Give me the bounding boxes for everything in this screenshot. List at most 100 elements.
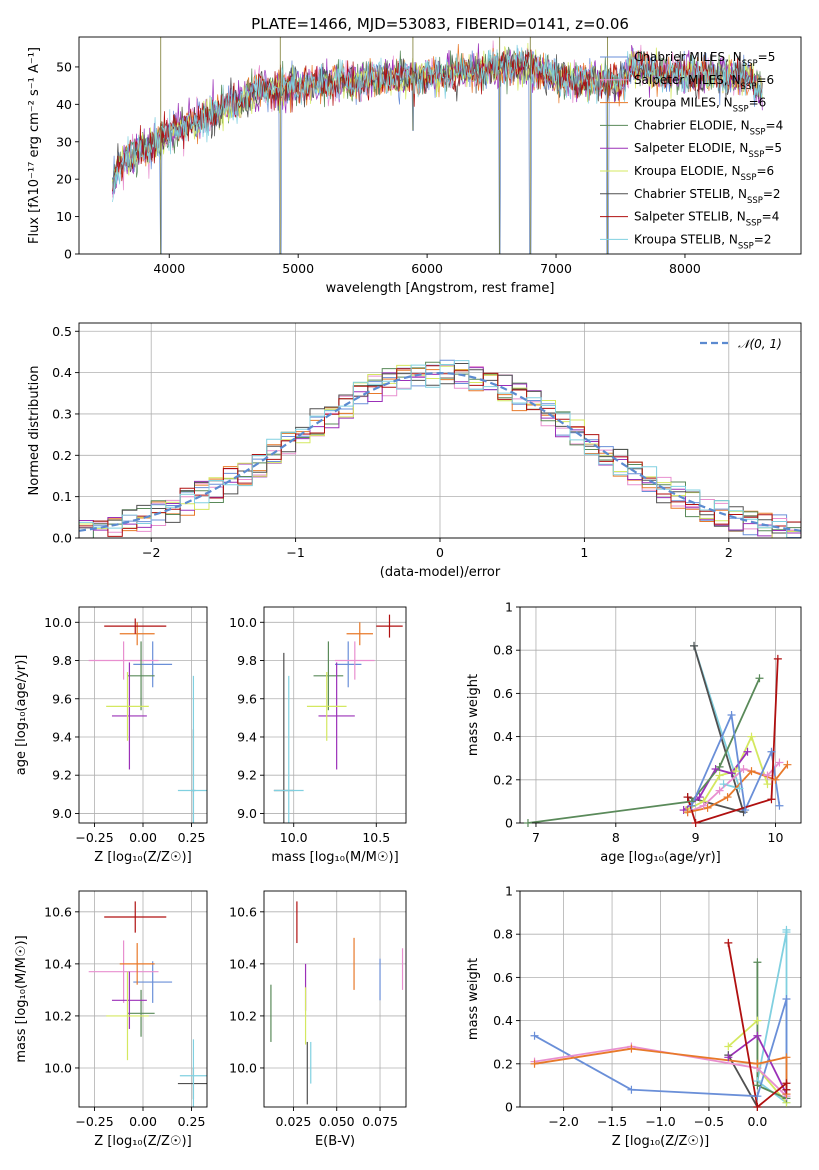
x-axis-label: E(B-V) (315, 1134, 355, 1149)
y-tick-label: 9.2 (52, 768, 72, 783)
weight-marker (523, 819, 532, 827)
y-tick-label: 10.0 (44, 615, 72, 630)
axes-frame (78, 606, 208, 824)
x-tick-label: 0.00 (129, 1114, 157, 1129)
weight-marker (753, 1092, 762, 1101)
x-tick-label: −1.0 (645, 1114, 675, 1129)
ebv-mass-panel: 0.025 0.050 0.075 10.0 10.2 10.4 10.6 E(B-V) (229, 890, 407, 1149)
plot-area (79, 359, 801, 538)
x-tick-label: 0.00 (129, 830, 157, 845)
axes-frame (263, 606, 407, 824)
weight-marker (767, 795, 776, 804)
weight-marker (753, 1059, 762, 1068)
plot-area (270, 901, 404, 1105)
grid-lines (264, 607, 406, 823)
weight-line (527, 677, 761, 823)
weight-z-panel: −2.0 −1.5 −1.0 −0.5 0.0 0 0.2 0.4 0.6 0.8 1 Z [log₁… (466, 884, 802, 1149)
grid-lines (79, 607, 207, 823)
y-tick-label: 10.2 (44, 1008, 72, 1023)
x-tick-label: −0.25 (75, 1114, 113, 1129)
residual-legend: 𝒩(0, 1) (700, 337, 782, 351)
x-tick-label: 10 (768, 830, 784, 845)
weight-marker (753, 958, 762, 967)
y-tick-label: 50 (56, 59, 72, 74)
weight-marker (747, 767, 756, 776)
x-axis-label: Z [log₁₀(Z/Z☉)] (94, 1134, 191, 1149)
y-tick-label: 1 (505, 884, 513, 899)
y-axis-label: Normed distribution (27, 366, 42, 496)
y-tick-label: 0 (505, 816, 513, 831)
weight-marker (782, 1085, 791, 1094)
weight-marker (530, 1059, 539, 1068)
y-tick-label: 10.4 (229, 956, 257, 971)
x-tick-label: −1 (286, 545, 304, 560)
x-tick-label: −0.25 (75, 830, 113, 845)
weight-marker (753, 1081, 762, 1090)
y-axis-label: Flux [fλ10⁻¹⁷ erg cm⁻² s⁻¹ A⁻¹] (27, 47, 42, 244)
y-tick-label: 0.8 (493, 927, 513, 942)
weight-marker (771, 775, 780, 784)
x-tick-label: −2.0 (548, 1114, 578, 1129)
weight-marker (724, 1053, 733, 1062)
y-tick-label: 10.2 (229, 1008, 257, 1023)
y-tick-label: 10.0 (44, 1060, 72, 1075)
x-tick-label: 2 (725, 545, 733, 560)
weight-line (534, 1045, 788, 1097)
y-tick-label: 9.2 (237, 768, 257, 783)
y-tick-label: 0.6 (493, 686, 513, 701)
weight-marker (741, 806, 750, 815)
figure-title: PLATE=1466, MJD=53083, FIBERID=0141, z=0… (251, 15, 629, 33)
x-tick-label: 6000 (411, 261, 443, 276)
y-tick-label: 10.4 (44, 956, 72, 971)
y-tick-label: 0.3 (52, 406, 72, 421)
weight-marker (782, 928, 791, 937)
axes-frame (78, 890, 208, 1108)
weight-marker (627, 1044, 636, 1053)
plot-area (527, 645, 789, 823)
y-tick-label: 9.4 (237, 729, 257, 744)
grid-lines (79, 891, 207, 1107)
axes-frame (263, 890, 407, 1108)
histogram-series (79, 360, 801, 538)
weight-marker (755, 674, 764, 683)
y-tick-label: 9.4 (52, 729, 72, 744)
x-tick-label: 7000 (540, 261, 572, 276)
weight-age-panel: 7 8 9 10 0 0.2 0.4 0.6 0.8 1 age [log₁₀(age/yr)] ma… (466, 600, 802, 865)
x-tick-label: 10.5 (362, 830, 390, 845)
weight-marker (773, 654, 782, 663)
y-tick-label: 0.2 (493, 772, 513, 787)
ticks: 4000 5000 6000 7000 8000 0 10 20 30 40 50 (56, 59, 701, 276)
x-axis-label: Z [log₁₀(Z/Z☉)] (612, 1134, 709, 1149)
x-tick-label: 4000 (153, 261, 185, 276)
axes-frame (78, 322, 802, 539)
legend-entry: 𝒩(0, 1) (738, 337, 782, 351)
weight-marker (719, 780, 728, 789)
weight-marker (691, 819, 700, 827)
y-tick-label: 9.8 (237, 653, 257, 668)
x-axis-label: mass [log₁₀(M/M☉)] (271, 850, 398, 865)
x-tick-label: −1.5 (597, 1114, 627, 1129)
y-tick-label: 20 (56, 172, 72, 187)
ticks: −2 −1 0 1 2 0.0 0.1 0.2 0.3 0.4 0.5 (52, 324, 733, 560)
y-tick-label: 9.0 (237, 806, 257, 821)
y-tick-label: 0.4 (493, 1013, 513, 1028)
y-tick-label: 10.0 (229, 615, 257, 630)
weight-line (686, 658, 779, 823)
weight-marker (723, 793, 732, 802)
weight-line (687, 761, 781, 814)
weight-marker (690, 641, 699, 650)
weight-marker (687, 801, 696, 810)
y-tick-label: 10 (56, 209, 72, 224)
y-axis-label: mass weight (466, 958, 481, 1040)
plot-area (273, 614, 403, 823)
y-axis-label: mass weight (466, 674, 481, 756)
x-tick-label: 10.0 (280, 830, 308, 845)
axes-frame (519, 606, 802, 824)
y-axis-label: mass [log₁₀(M/M☉)] (14, 935, 29, 1062)
y-tick-label: 0 (505, 1100, 513, 1115)
weight-marker (683, 808, 692, 817)
y-tick-label: 9.0 (52, 806, 72, 821)
weight-marker (775, 758, 784, 767)
weight-marker (724, 938, 733, 947)
